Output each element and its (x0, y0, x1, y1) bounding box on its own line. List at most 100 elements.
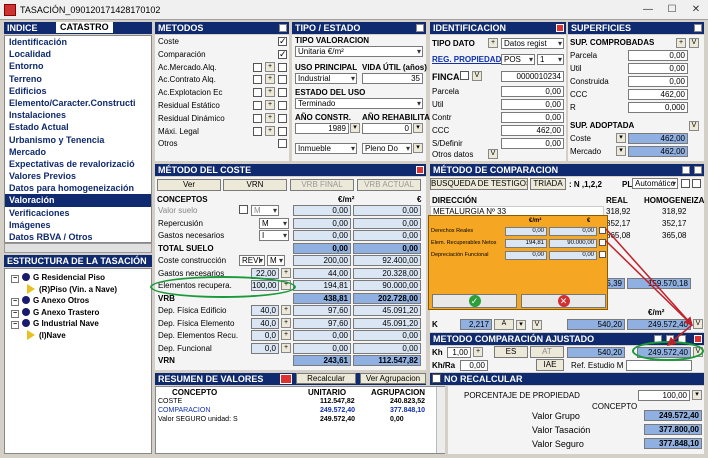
metodo-add-button[interactable]: + (265, 100, 275, 110)
ref-estudio-field[interactable] (626, 360, 692, 371)
metodo-checkbox[interactable] (278, 113, 287, 123)
tipo-valoracion-select[interactable]: Unitaria €/m² (295, 46, 423, 57)
kh-plus-button[interactable]: + (473, 347, 483, 357)
sup-row-field[interactable]: 0,00 (628, 50, 688, 61)
coste-row-plus[interactable]: + (281, 342, 291, 353)
popup-accept-button[interactable]: ✓ (432, 294, 517, 308)
ident-row-field[interactable]: 0,00 (501, 138, 564, 149)
coste-row-select[interactable]: I (259, 230, 289, 241)
ver-agrupacion-button[interactable]: Ver Agrupacion (360, 373, 426, 384)
tree-item[interactable]: − G Industrial Nave (5, 318, 151, 330)
porcentaje-dropdown[interactable]: ▾ (692, 390, 702, 400)
indice-item[interactable]: Terreno (9, 73, 42, 84)
coste-row-plus[interactable]: + (281, 330, 291, 340)
sup-adopt-dropdown[interactable]: ▾ (616, 146, 626, 156)
coste-row-pct[interactable]: 0,0 (251, 330, 279, 341)
automatico-select[interactable]: Automático (632, 178, 678, 189)
metodo-add-button[interactable]: + (265, 74, 275, 85)
coste-row-select[interactable]: M (259, 217, 289, 229)
tree-expand-icon[interactable]: − (11, 321, 19, 329)
reg-num-select[interactable]: 1 (537, 54, 564, 65)
metodo-checkbox-secondary[interactable] (253, 113, 262, 123)
reg-propiedad-link[interactable]: REG. PROPIEDAD (432, 55, 502, 64)
metodo-add-button[interactable]: + (265, 87, 275, 98)
coste-row-select[interactable]: REVI (239, 255, 265, 266)
coste-row-plus[interactable]: + (281, 317, 291, 328)
iae-button[interactable]: IAE (536, 359, 564, 371)
tree-expand-icon[interactable]: − (11, 309, 19, 318)
vida-util-field[interactable]: 35 (362, 73, 423, 84)
k-field[interactable]: 2,217 (460, 319, 492, 330)
comparacion-checkbox-1[interactable] (681, 179, 690, 188)
comparacion-checkbox-2[interactable] (692, 179, 701, 188)
sup-row-field[interactable]: 462,00 (628, 89, 688, 100)
coste-row-plus[interactable]: + (281, 305, 291, 315)
popup-cancel-button[interactable]: ✕ (521, 294, 606, 308)
vrb-actual-button[interactable]: VRB ACTUAL (357, 179, 421, 191)
indice-item[interactable]: Elemento/Caracter.Constructi (9, 97, 136, 108)
metodo-checkbox[interactable] (278, 126, 287, 136)
tree-item[interactable]: (I)Nave (5, 329, 151, 342)
ano-constr-spinner[interactable]: ▾ (350, 123, 360, 133)
porcentaje-field[interactable]: 100,00 (638, 390, 690, 401)
catastro-tab[interactable]: CATASTRO (56, 22, 113, 33)
metodo-checkbox[interactable] (278, 139, 287, 149)
valor-suelo-checkbox[interactable] (239, 205, 248, 214)
indice-item[interactable]: Datos RBVA / Otros (9, 232, 93, 242)
ident-row-field[interactable]: 462,00 (501, 125, 564, 136)
indice-item[interactable]: Identificación (9, 37, 68, 47)
indice-item[interactable]: Imágenes (9, 219, 51, 230)
vrn-button[interactable]: VRN (223, 179, 287, 191)
tree-item[interactable]: − G Anexo Trastero (5, 307, 151, 319)
sup-row-field[interactable]: 0,00 (628, 76, 688, 87)
indice-item[interactable]: Expectativas de revalorizació (9, 158, 135, 169)
metodo-checkbox[interactable] (278, 62, 287, 72)
indice-item[interactable]: Mercado (9, 146, 47, 157)
metodo-add-button[interactable]: + (265, 112, 275, 123)
sup-adopt-field[interactable]: 462,00 (628, 146, 688, 157)
comparacion-v-button[interactable]: V (693, 319, 703, 329)
tree-item[interactable]: (R)Piso (Vin. a Nave) (5, 283, 151, 296)
metodo-checkbox[interactable] (278, 49, 287, 60)
estado-uso-select[interactable]: Terminado (295, 98, 423, 109)
tipo-dato-select[interactable]: Datos regist (501, 38, 564, 49)
busqueda-testigos-button[interactable]: BUSQUEDA DE TESTIGOS (430, 178, 528, 190)
metodo-checkbox[interactable] (278, 36, 287, 47)
v-button[interactable]: V (532, 320, 542, 330)
indice-item[interactable]: Datos para homogeneización (9, 183, 135, 194)
metodo-add-button[interactable]: + (265, 61, 275, 72)
coste-row-select2[interactable]: M (267, 255, 285, 266)
tipo-dato-add-button[interactable]: + (488, 38, 498, 48)
tree-expand-icon[interactable]: − (11, 298, 19, 306)
indice-item[interactable]: Entorno (9, 61, 44, 72)
khra-field[interactable]: 0,00 (460, 360, 488, 371)
sup-adoptada-v-button[interactable]: V (689, 121, 699, 131)
tree-item[interactable]: − G Residencial Piso (5, 272, 151, 284)
uso-principal-select[interactable]: Industrial (295, 73, 357, 84)
metodo-checkbox[interactable] (278, 101, 287, 110)
otros-datos-button[interactable]: V (488, 149, 498, 159)
finca-field[interactable]: 0000010234 (501, 71, 564, 82)
metodo-checkbox-secondary[interactable] (253, 126, 262, 136)
tree-expand-icon[interactable]: − (11, 275, 19, 283)
inmueble-select[interactable]: Inmueble (295, 143, 357, 154)
ano-rehab-spinner[interactable]: ▾ (413, 123, 423, 133)
recalcular-button[interactable]: Recalcular (296, 373, 356, 384)
metodo-checkbox[interactable] (278, 75, 287, 85)
close-icon[interactable]: ✕ (691, 4, 701, 15)
metodo-checkbox-secondary[interactable] (253, 75, 262, 85)
ident-row-field[interactable]: 0,00 (501, 86, 564, 97)
finca-checkbox[interactable] (460, 71, 469, 80)
indice-item[interactable]: Instalaciones (9, 110, 67, 121)
ano-rehab-field[interactable]: 0 (362, 123, 412, 134)
sup-row-field[interactable]: 0,000 (628, 102, 688, 113)
ano-constr-field[interactable]: 1989 (295, 123, 349, 134)
coste-row-plus[interactable]: + (281, 267, 291, 278)
valor-suelo-select[interactable]: M (251, 205, 279, 216)
sup-v-button[interactable]: V (689, 38, 699, 48)
ident-row-field[interactable]: 0,00 (501, 99, 564, 110)
kh-field[interactable]: 1,00 (447, 347, 471, 358)
resumen-scrollbar[interactable] (436, 387, 445, 453)
popup-row-checkbox[interactable] (599, 251, 606, 258)
sup-adopt-dropdown[interactable]: ▾ (616, 133, 626, 143)
